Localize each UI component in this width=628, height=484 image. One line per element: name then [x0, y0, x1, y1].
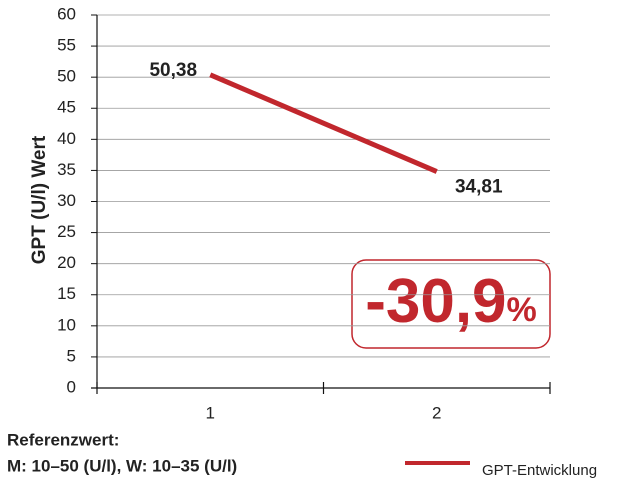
annotation-unit: %: [507, 291, 537, 329]
y-tick-label: 60: [57, 4, 76, 23]
y-axis-label: GPT (U/l) Wert: [29, 135, 50, 264]
y-tick-label: 40: [57, 129, 76, 148]
legend-label: GPT-Entwicklung: [482, 462, 597, 479]
y-tick-label: 10: [57, 315, 76, 334]
y-tick-label: 55: [57, 36, 76, 55]
x-tick-label: 2: [432, 403, 441, 422]
annotation-value: -30,9: [365, 267, 506, 336]
y-tick-label: 20: [57, 253, 76, 272]
y-tick-label: 50: [57, 67, 76, 86]
y-tick-label: 45: [57, 98, 76, 117]
y-tick-label: 15: [57, 284, 76, 303]
annotation: -30,9%: [365, 267, 537, 336]
note: Referenzwert:: [7, 430, 119, 449]
annotation-box: [351, 259, 551, 349]
y-tick-label: 35: [57, 160, 76, 179]
x-tick-label: 1: [206, 403, 215, 422]
data-label: 34,81: [455, 177, 503, 198]
y-tick-label: 25: [57, 222, 76, 241]
data-label: 50,38: [149, 60, 197, 81]
y-tick-label: 5: [67, 346, 76, 365]
y-tick-label: 30: [57, 191, 76, 210]
note: M: 10–50 (U/l), W: 10–35 (U/l): [7, 456, 237, 475]
y-tick-label: 0: [67, 377, 76, 396]
line: [209, 72, 438, 174]
